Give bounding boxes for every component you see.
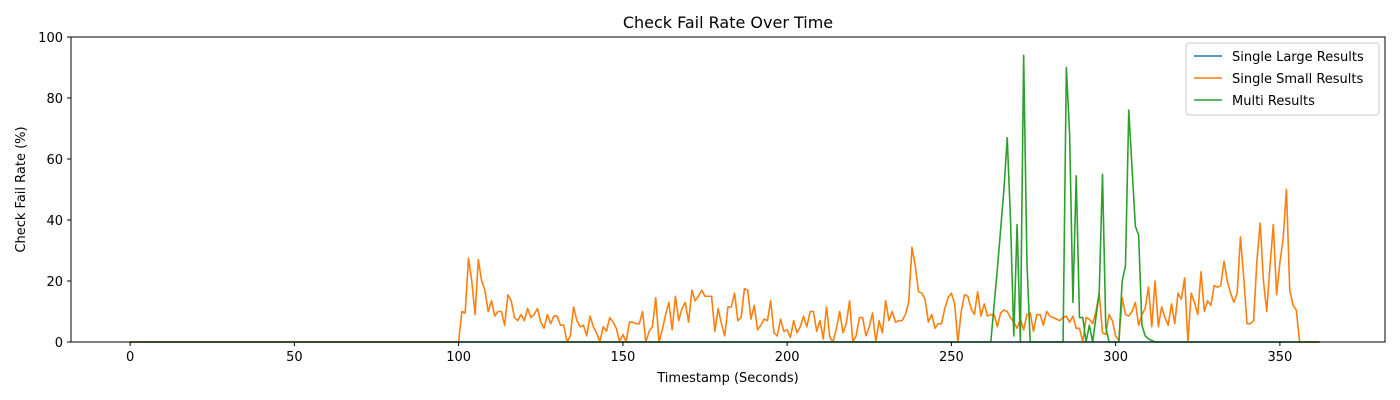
x-tick-label: 100 — [446, 350, 471, 365]
y-tick-label: 60 — [46, 153, 63, 168]
legend-label: Single Large Results — [1232, 50, 1364, 65]
x-axis-title: Timestamp (Seconds) — [656, 371, 798, 386]
legend-box — [1185, 42, 1380, 116]
y-tick-label: 0 — [55, 336, 63, 351]
legend-label: Single Small Results — [1232, 72, 1364, 87]
x-tick-label: 300 — [1103, 350, 1128, 365]
x-axis: 0 50 100 150 200 250 300 350 — [126, 342, 1292, 365]
x-tick-label: 150 — [610, 350, 635, 365]
x-tick-label: 350 — [1267, 350, 1292, 365]
y-tick-label: 40 — [46, 214, 63, 229]
x-tick-label: 50 — [286, 350, 303, 365]
y-tick-label: 100 — [38, 31, 63, 46]
series-line-2 — [129, 188, 1321, 343]
legend-label: Multi Results — [1232, 94, 1315, 109]
x-tick-label: 250 — [939, 350, 964, 365]
y-tick-label: 20 — [46, 275, 63, 290]
x-tick-label: 0 — [126, 350, 134, 365]
legend: Single Large Results Single Small Results… — [1185, 42, 1380, 116]
chart-title: Check Fail Rate Over Time — [623, 13, 833, 32]
y-axis: 0 20 40 60 80 100 — [38, 31, 71, 351]
y-tick-label: 80 — [46, 92, 63, 107]
x-tick-label: 200 — [775, 350, 800, 365]
y-axis-title: Check Fail Rate (%) — [14, 126, 29, 252]
plot-frame — [70, 36, 1386, 343]
